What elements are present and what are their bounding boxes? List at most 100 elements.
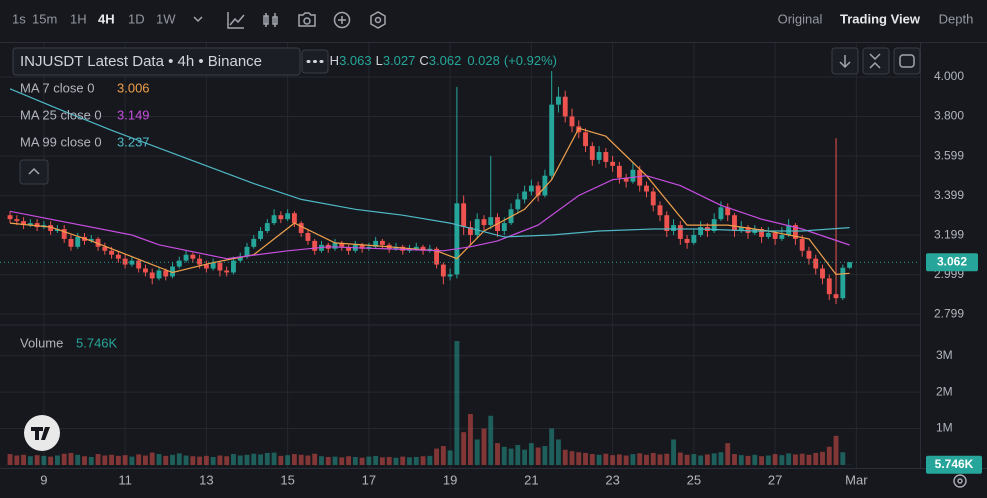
candle-body [657, 205, 663, 216]
volume-bar [738, 455, 744, 465]
tv-logo [24, 415, 60, 451]
volume-bar [488, 415, 494, 465]
volume-bar [197, 456, 203, 465]
x-tick-label: 19 [443, 472, 457, 487]
candle-body [562, 96, 568, 117]
candle-body [772, 232, 778, 239]
volume-bar [461, 432, 467, 465]
interval-button[interactable]: 1H [70, 11, 87, 26]
candle-body [271, 215, 277, 224]
volume-bar [109, 454, 115, 465]
moving-average-line [9, 175, 850, 260]
volume-bar [339, 457, 345, 465]
volume-bar [379, 457, 385, 465]
volume-bar [305, 455, 311, 465]
volume-bar [285, 455, 291, 465]
candle-type-icon[interactable] [263, 13, 278, 27]
volume-bar [231, 454, 236, 465]
interval-button[interactable]: 1s [12, 11, 26, 26]
volume-bar [447, 450, 453, 465]
candle-body [610, 161, 616, 166]
volume-bar [407, 457, 412, 465]
candle-body [298, 223, 304, 233]
candle-body [163, 270, 169, 277]
indicator-icon[interactable] [227, 12, 245, 29]
volume-bar [732, 454, 737, 465]
candle-body [440, 264, 446, 277]
screenshot-icon[interactable] [298, 12, 316, 27]
candle-body [373, 240, 379, 247]
candle-body [312, 240, 318, 251]
candle-body [68, 238, 74, 247]
candle-body [95, 238, 101, 247]
volume-bar [413, 456, 419, 465]
candle-body [291, 213, 297, 224]
volume-tick-label: 2M [936, 384, 953, 398]
candle-body [698, 227, 704, 235]
moving-average-line [9, 88, 850, 238]
volume-bar [813, 452, 819, 465]
candle-body [630, 169, 636, 182]
reset-button[interactable] [893, 47, 921, 75]
indicator-name: MA 99 close 0 [20, 134, 102, 149]
candle-body [447, 274, 453, 277]
interval-button[interactable]: 1D [128, 11, 145, 26]
volume-bar [298, 454, 304, 465]
y-tick-label: 3.399 [934, 188, 964, 202]
candle-body [847, 262, 853, 268]
interval-button[interactable]: 4H [98, 11, 115, 26]
candle-body [616, 165, 622, 178]
volume-bar [68, 452, 74, 465]
volume-bar [562, 449, 568, 465]
view-tab[interactable]: Original [778, 11, 823, 26]
candle-body [102, 246, 108, 251]
volume-bar [657, 454, 663, 465]
volume-bar [603, 453, 609, 465]
volume-bar [366, 456, 372, 465]
candle-body [650, 191, 656, 206]
volume-bar [684, 454, 690, 465]
candle-body [129, 260, 135, 265]
chart-title: INJUSDT Latest Data • 4h • Binance [20, 53, 262, 70]
candle-body [481, 219, 487, 226]
settings-icon[interactable] [370, 11, 386, 29]
view-tab[interactable]: Trading View [840, 11, 921, 26]
interval-button[interactable]: 1W [156, 11, 176, 26]
view-tab[interactable]: Depth [939, 11, 974, 26]
last-volume-label: 5.746K [935, 457, 974, 471]
axis-settings-icon[interactable] [953, 474, 967, 488]
candle-body [203, 264, 209, 269]
collapse-button[interactable] [19, 159, 49, 185]
volume-bar [434, 448, 440, 465]
candle-body [589, 146, 595, 160]
volume-bar [616, 454, 622, 465]
candle-body [528, 185, 534, 192]
indicator-value: 3.006 [117, 80, 150, 95]
volume-bar [691, 454, 697, 465]
volume-bar [596, 454, 602, 465]
candle-body [522, 191, 528, 200]
axis-settings-dot [957, 478, 963, 484]
volume-bar [650, 452, 656, 465]
scroll-icon [839, 55, 851, 69]
ohlc-letter: H [330, 53, 339, 68]
add-icon[interactable] [333, 11, 351, 29]
volume-bar [122, 455, 128, 465]
volume-bar [704, 454, 710, 465]
fullscreen-icon [869, 53, 881, 69]
indicator-name: MA 25 close 0 [20, 107, 102, 122]
candle-body [732, 215, 737, 232]
change-value: 0.028 [467, 53, 500, 68]
fullscreen-button[interactable] [862, 47, 890, 75]
candle-body [115, 254, 121, 259]
volume-bar [129, 456, 135, 465]
candle-body [237, 256, 243, 261]
volume-bar [467, 413, 473, 465]
interval-button[interactable]: 15m [32, 11, 57, 26]
volume-legend-name: Volume [20, 335, 63, 350]
x-tick-label: 23 [605, 472, 619, 487]
more-intervals-icon[interactable] [193, 16, 203, 23]
x-tick-label: 13 [199, 472, 213, 487]
plot: 9 11 13 15 17 19 21 23 25 27 Mar 4.000 3.800 3.599 3.3… [0, 43, 987, 487]
candle-body [467, 227, 473, 235]
